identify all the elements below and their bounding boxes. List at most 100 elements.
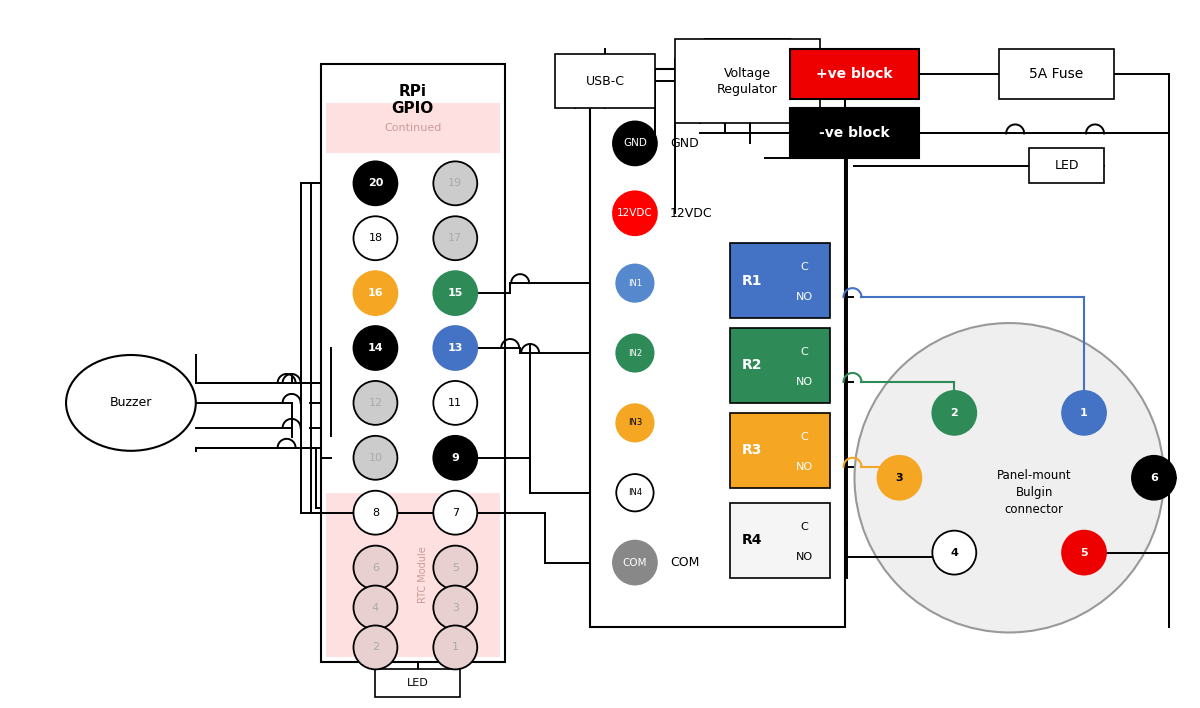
Text: Continued: Continued bbox=[384, 123, 442, 133]
Circle shape bbox=[354, 491, 397, 535]
Text: C: C bbox=[800, 432, 809, 442]
Circle shape bbox=[433, 491, 478, 535]
Text: 1: 1 bbox=[1080, 408, 1088, 418]
Text: 9: 9 bbox=[451, 453, 460, 463]
Circle shape bbox=[433, 326, 478, 370]
Text: -ve block: -ve block bbox=[820, 127, 890, 140]
Text: 12VDC: 12VDC bbox=[617, 208, 653, 218]
Text: 11: 11 bbox=[449, 398, 462, 408]
Text: 12VDC: 12VDC bbox=[670, 207, 713, 219]
Circle shape bbox=[354, 546, 397, 590]
Text: IN4: IN4 bbox=[628, 489, 642, 497]
Text: R2: R2 bbox=[742, 358, 762, 372]
Text: 3: 3 bbox=[451, 603, 458, 612]
FancyBboxPatch shape bbox=[730, 244, 829, 318]
Circle shape bbox=[433, 161, 478, 205]
Text: RTC Module: RTC Module bbox=[418, 547, 428, 603]
Circle shape bbox=[1062, 531, 1106, 575]
Text: C: C bbox=[800, 262, 809, 272]
Text: 6: 6 bbox=[1150, 473, 1158, 483]
Text: Relay
Board: Relay Board bbox=[760, 332, 800, 364]
Text: LED: LED bbox=[407, 678, 428, 688]
Text: LED: LED bbox=[1055, 159, 1079, 172]
FancyBboxPatch shape bbox=[730, 413, 829, 488]
FancyBboxPatch shape bbox=[556, 54, 655, 108]
Text: 13: 13 bbox=[448, 343, 463, 353]
Text: IN1: IN1 bbox=[628, 279, 642, 287]
Text: 2: 2 bbox=[950, 408, 958, 418]
Circle shape bbox=[354, 586, 397, 629]
FancyBboxPatch shape bbox=[376, 669, 461, 697]
Text: 10: 10 bbox=[368, 453, 383, 463]
Text: 7: 7 bbox=[451, 508, 458, 518]
Circle shape bbox=[1062, 391, 1106, 435]
Circle shape bbox=[354, 436, 397, 480]
Circle shape bbox=[433, 625, 478, 669]
FancyBboxPatch shape bbox=[674, 39, 820, 123]
Circle shape bbox=[433, 381, 478, 425]
Circle shape bbox=[433, 586, 478, 629]
Text: 5A Fuse: 5A Fuse bbox=[1030, 67, 1084, 81]
Circle shape bbox=[617, 474, 654, 511]
Text: IN3: IN3 bbox=[628, 418, 642, 428]
FancyBboxPatch shape bbox=[325, 103, 500, 154]
FancyBboxPatch shape bbox=[730, 328, 829, 403]
Circle shape bbox=[1132, 456, 1176, 500]
Text: C: C bbox=[800, 522, 809, 532]
Text: NO: NO bbox=[796, 292, 814, 302]
FancyBboxPatch shape bbox=[590, 69, 845, 627]
Text: COM: COM bbox=[670, 556, 700, 569]
Circle shape bbox=[433, 436, 478, 480]
FancyBboxPatch shape bbox=[790, 108, 919, 159]
Text: RPi
GPIO: RPi GPIO bbox=[391, 84, 433, 116]
Text: Panel-mount
Bulgin
connector: Panel-mount Bulgin connector bbox=[997, 469, 1072, 516]
Ellipse shape bbox=[66, 355, 196, 451]
Text: 4: 4 bbox=[372, 603, 379, 612]
Circle shape bbox=[613, 122, 656, 166]
Text: GND: GND bbox=[670, 137, 698, 150]
Text: 6: 6 bbox=[372, 563, 379, 573]
Text: C: C bbox=[800, 347, 809, 357]
Circle shape bbox=[617, 334, 654, 372]
Circle shape bbox=[932, 391, 977, 435]
Text: 14: 14 bbox=[367, 343, 383, 353]
Text: 18: 18 bbox=[368, 233, 383, 244]
Text: USB-C: USB-C bbox=[586, 74, 624, 88]
Text: 5: 5 bbox=[1080, 547, 1088, 558]
Circle shape bbox=[433, 546, 478, 590]
Text: 3: 3 bbox=[895, 473, 904, 483]
Text: 1: 1 bbox=[451, 642, 458, 653]
Circle shape bbox=[433, 216, 478, 260]
Text: GND: GND bbox=[623, 138, 647, 149]
Text: COM: COM bbox=[623, 558, 647, 568]
Circle shape bbox=[354, 216, 397, 260]
Circle shape bbox=[354, 381, 397, 425]
Circle shape bbox=[354, 326, 397, 370]
Circle shape bbox=[613, 541, 656, 585]
Text: 16: 16 bbox=[367, 288, 383, 298]
FancyBboxPatch shape bbox=[320, 64, 505, 663]
Circle shape bbox=[354, 625, 397, 669]
Text: NO: NO bbox=[796, 377, 814, 387]
Text: NO: NO bbox=[796, 462, 814, 472]
Text: 2: 2 bbox=[372, 642, 379, 653]
Text: IN2: IN2 bbox=[628, 348, 642, 358]
FancyBboxPatch shape bbox=[790, 49, 919, 98]
Circle shape bbox=[617, 404, 654, 442]
Text: NO: NO bbox=[796, 552, 814, 561]
Text: 15: 15 bbox=[448, 288, 463, 298]
Text: 19: 19 bbox=[449, 178, 462, 188]
Text: 12: 12 bbox=[368, 398, 383, 408]
FancyBboxPatch shape bbox=[1000, 49, 1114, 98]
Text: 5: 5 bbox=[451, 563, 458, 573]
Circle shape bbox=[433, 271, 478, 315]
Circle shape bbox=[354, 161, 397, 205]
Text: 17: 17 bbox=[449, 233, 462, 244]
Text: +ve block: +ve block bbox=[816, 67, 893, 81]
FancyBboxPatch shape bbox=[325, 493, 500, 658]
Text: 4: 4 bbox=[950, 547, 959, 558]
FancyBboxPatch shape bbox=[1030, 149, 1104, 183]
Text: Buzzer: Buzzer bbox=[109, 396, 152, 409]
Circle shape bbox=[613, 191, 656, 235]
Circle shape bbox=[854, 323, 1164, 632]
